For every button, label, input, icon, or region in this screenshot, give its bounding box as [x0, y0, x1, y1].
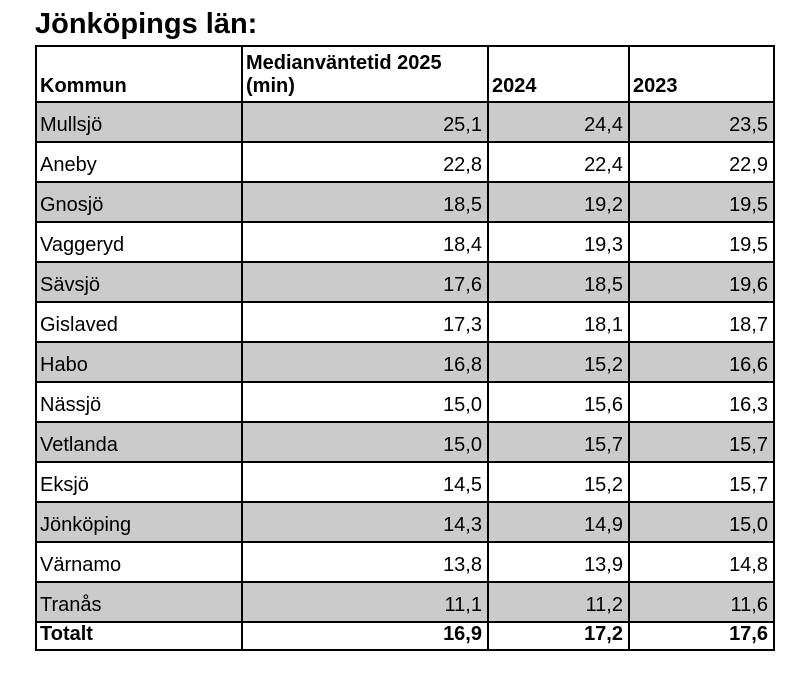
- table-row: Vetlanda 15,0 15,7 15,7: [35, 420, 775, 463]
- header-row: Kommun Medianväntetid 2025 (min) 2024 20…: [35, 44, 775, 103]
- value-2024-cell: 24,4: [487, 100, 630, 143]
- value-2025-cell: 13,8: [241, 540, 489, 583]
- value-2023-cell: 11,6: [628, 580, 775, 623]
- total-row: Totalt 16,9 17,2 17,6: [35, 620, 775, 652]
- value-2024-cell: 15,2: [487, 340, 630, 383]
- column-header-2024: 2024: [487, 44, 630, 103]
- value-2023-cell: 15,7: [628, 460, 775, 503]
- value-2023-cell: 22,9: [628, 140, 775, 183]
- value-2024-cell: 19,2: [487, 180, 630, 223]
- table-row: Mullsjö 25,1 24,4 23,5: [35, 100, 775, 143]
- value-2024-cell: 19,3: [487, 220, 630, 263]
- value-2023-cell: 19,5: [628, 180, 775, 223]
- kommun-cell: Tranås: [35, 580, 243, 623]
- value-2025-cell: 17,6: [241, 260, 489, 303]
- table-body: Mullsjö 25,1 24,4 23,5 Aneby 22,8 22,4 22,9 Gnos…: [35, 100, 775, 623]
- value-2023-cell: 19,5: [628, 220, 775, 263]
- kommun-cell: Sävsjö: [35, 260, 243, 303]
- kommun-cell: Gislaved: [35, 300, 243, 343]
- value-2025-cell: 14,3: [241, 500, 489, 543]
- value-2024-cell: 13,9: [487, 540, 630, 583]
- value-2025-cell: 15,0: [241, 380, 489, 423]
- value-2024-cell: 11,2: [487, 580, 630, 623]
- value-2023-cell: 18,7: [628, 300, 775, 343]
- table-row: Gnosjö 18,5 19,2 19,5: [35, 180, 775, 223]
- value-2023-cell: 15,7: [628, 420, 775, 463]
- kommun-cell: Gnosjö: [35, 180, 243, 223]
- total-label-cell: Totalt: [35, 620, 243, 652]
- table-row: Aneby 22,8 22,4 22,9: [35, 140, 775, 183]
- total-value-2023-cell: 17,6: [628, 620, 775, 652]
- value-2023-cell: 16,3: [628, 380, 775, 423]
- value-2025-cell: 25,1: [241, 100, 489, 143]
- total-value-2024-cell: 17,2: [487, 620, 630, 652]
- value-2024-cell: 15,6: [487, 380, 630, 423]
- value-2024-cell: 14,9: [487, 500, 630, 543]
- table-row: Eksjö 14,5 15,2 15,7: [35, 460, 775, 503]
- column-header-kommun: Kommun: [35, 44, 243, 103]
- kommun-cell: Aneby: [35, 140, 243, 183]
- table-row: Jönköping 14,3 14,9 15,0: [35, 500, 775, 543]
- kommun-cell: Eksjö: [35, 460, 243, 503]
- table-footer: Totalt 16,9 17,2 17,6: [35, 620, 775, 652]
- wait-time-table: Kommun Medianväntetid 2025 (min) 2024 20…: [35, 44, 775, 652]
- value-2025-cell: 18,4: [241, 220, 489, 263]
- value-2025-cell: 14,5: [241, 460, 489, 503]
- column-header-2023: 2023: [628, 44, 775, 103]
- value-2025-cell: 16,8: [241, 340, 489, 383]
- column-header-medianvantetid-2025: Medianväntetid 2025 (min): [241, 44, 489, 103]
- value-2025-cell: 17,3: [241, 300, 489, 343]
- value-2024-cell: 15,2: [487, 460, 630, 503]
- table-header: Kommun Medianväntetid 2025 (min) 2024 20…: [35, 44, 775, 103]
- value-2023-cell: 16,6: [628, 340, 775, 383]
- value-2024-cell: 15,7: [487, 420, 630, 463]
- kommun-cell: Vetlanda: [35, 420, 243, 463]
- table-row: Nässjö 15,0 15,6 16,3: [35, 380, 775, 423]
- value-2024-cell: 22,4: [487, 140, 630, 183]
- value-2023-cell: 23,5: [628, 100, 775, 143]
- table-row: Vaggeryd 18,4 19,3 19,5: [35, 220, 775, 263]
- value-2023-cell: 14,8: [628, 540, 775, 583]
- value-2024-cell: 18,5: [487, 260, 630, 303]
- value-2023-cell: 19,6: [628, 260, 775, 303]
- value-2024-cell: 18,1: [487, 300, 630, 343]
- value-2025-cell: 18,5: [241, 180, 489, 223]
- kommun-cell: Habo: [35, 340, 243, 383]
- value-2023-cell: 15,0: [628, 500, 775, 543]
- kommun-cell: Nässjö: [35, 380, 243, 423]
- table-row: Tranås 11,1 11,2 11,6: [35, 580, 775, 623]
- total-value-2025-cell: 16,9: [241, 620, 489, 652]
- table-row: Värnamo 13,8 13,9 14,8: [35, 540, 775, 583]
- page-title: Jönköpings län:: [35, 8, 258, 40]
- value-2025-cell: 22,8: [241, 140, 489, 183]
- table-row: Sävsjö 17,6 18,5 19,6: [35, 260, 775, 303]
- kommun-cell: Mullsjö: [35, 100, 243, 143]
- value-2025-cell: 11,1: [241, 580, 489, 623]
- kommun-cell: Jönköping: [35, 500, 243, 543]
- kommun-cell: Värnamo: [35, 540, 243, 583]
- kommun-cell: Vaggeryd: [35, 220, 243, 263]
- table-row: Habo 16,8 15,2 16,6: [35, 340, 775, 383]
- value-2025-cell: 15,0: [241, 420, 489, 463]
- table-row: Gislaved 17,3 18,1 18,7: [35, 300, 775, 343]
